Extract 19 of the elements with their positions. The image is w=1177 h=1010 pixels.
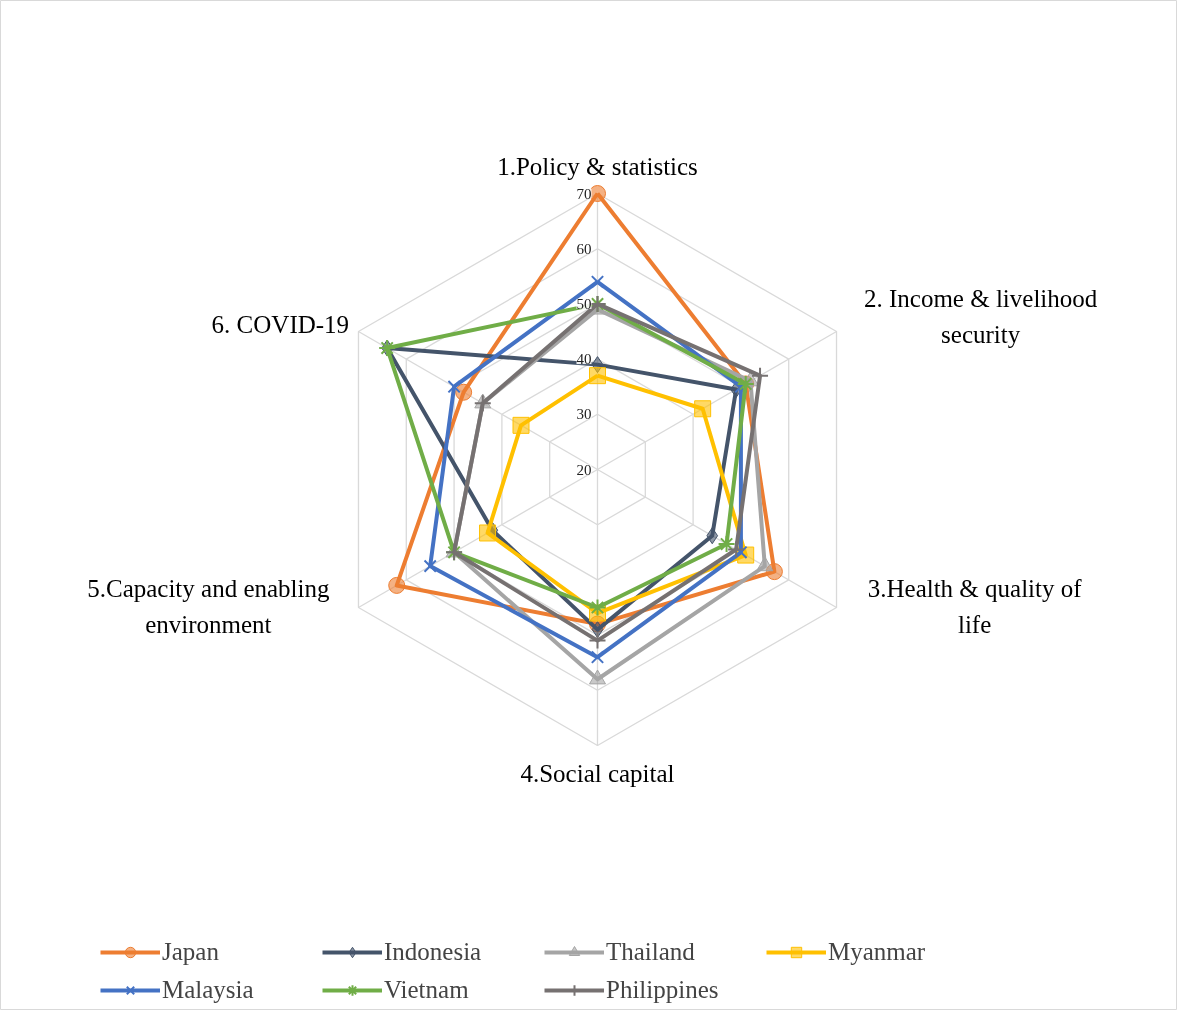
legend-label: Malaysia <box>162 976 255 1004</box>
spoke-label: 1.Policy & statistics <box>497 152 698 180</box>
y-tick-label: 60 <box>576 240 592 257</box>
y-tick-label: 30 <box>576 406 592 423</box>
spoke-label: 6. COVID-19 <box>211 311 350 338</box>
legend-label: Vietnam <box>384 976 470 1004</box>
spoke-label: 3.Health & quality of life <box>867 575 1083 638</box>
legend-label: Thailand <box>606 938 696 966</box>
y-tick-label: 50 <box>576 295 592 312</box>
spoke-label: 2. Income & livelihood security <box>864 285 1098 348</box>
legend-label: Myanmar <box>828 938 927 966</box>
spoke-label: 5.Capacity and enabling environment <box>87 575 330 638</box>
y-tick-label: 40 <box>576 351 592 368</box>
y-tick-label: 20 <box>576 461 592 478</box>
legend-label: Indonesia <box>384 938 483 966</box>
spoke-label: 4.Social capital <box>520 759 675 787</box>
legend-label: Philippines <box>606 976 720 1004</box>
y-tick-label: 70 <box>576 185 592 202</box>
legend-label: Japan <box>162 938 220 966</box>
